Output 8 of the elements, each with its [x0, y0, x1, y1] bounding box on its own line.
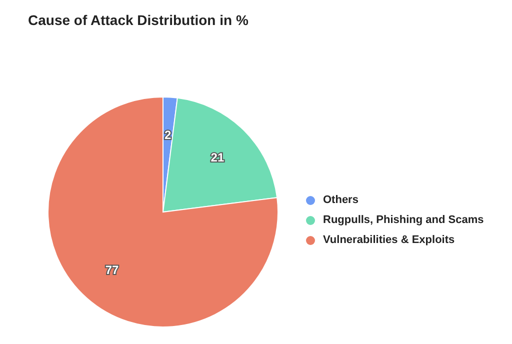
- chart-title: Cause of Attack Distribution in %: [28, 12, 248, 28]
- data-label: 77: [105, 262, 120, 277]
- legend-label: Rugpulls, Phishing and Scams: [323, 214, 484, 226]
- pie-slice: [48, 96, 278, 328]
- legend-label: Others: [323, 194, 358, 206]
- legend-label: Vulnerabilities & Exploits: [323, 234, 455, 246]
- data-label: 2: [164, 128, 172, 142]
- data-label: 21: [210, 150, 224, 165]
